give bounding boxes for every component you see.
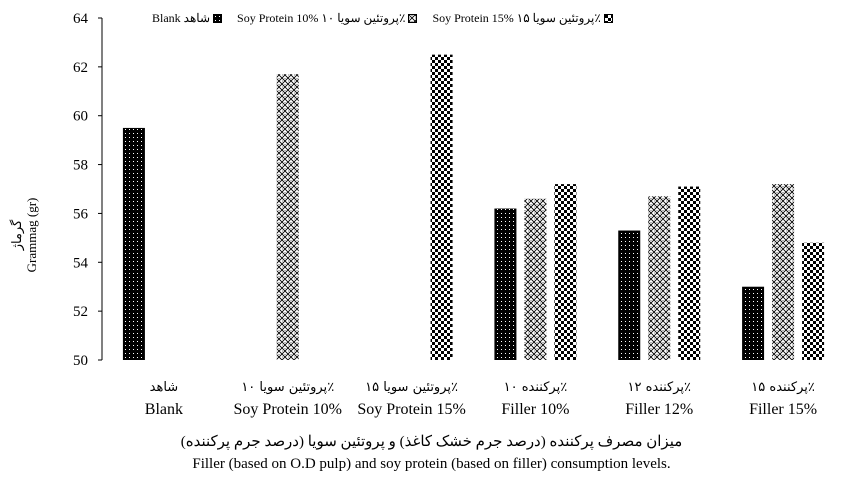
bar xyxy=(742,286,765,360)
y-tick-label: 54 xyxy=(73,255,89,271)
y-tick-label: 64 xyxy=(73,11,89,27)
bar xyxy=(524,198,547,360)
bar xyxy=(678,186,701,360)
legend-swatch-lattice-icon xyxy=(408,14,418,23)
y-tick-label: 56 xyxy=(73,206,89,222)
x-axis-labels: شاهد Blank پروتئین سویا ۱۰٪ Soy Protein 10%… xyxy=(145,380,817,418)
legend-swatch-dots-icon xyxy=(213,14,223,23)
bar xyxy=(122,127,145,360)
legend-label: Soy Protein 15% پروتئین سویا ۱۵٪ xyxy=(432,11,601,25)
bar xyxy=(802,242,825,360)
y-axis-title-fa: گرماژ xyxy=(9,219,24,251)
category-label-fa: پروتئین سویا ۱۵٪ xyxy=(365,380,458,395)
y-tick-label: 50 xyxy=(73,353,88,369)
bar xyxy=(430,54,453,361)
y-tick-label: 60 xyxy=(73,109,88,125)
category-label-en: Blank xyxy=(145,401,183,418)
bar xyxy=(276,74,299,360)
x-axis-title-fa: میزان مصرف پرکننده (درصد جرم خشک کاغذ) و… xyxy=(180,434,683,450)
y-tick-label: 52 xyxy=(73,304,88,320)
legend-label: Blank شاهد xyxy=(152,11,211,25)
y-axis-title: گرماژ Grammag (gr) xyxy=(4,175,44,295)
bar xyxy=(648,196,671,360)
bar xyxy=(772,184,795,360)
legend-item-blank: Blank شاهد xyxy=(152,11,225,26)
y-tick-label: 62 xyxy=(73,60,88,76)
category-label-fa: پرکننده ۱۵٪ xyxy=(751,380,815,395)
bar xyxy=(618,230,641,360)
category-label-en: Filler 15% xyxy=(749,401,817,418)
category-label-fa: پروتئین سویا ۱۰٪ xyxy=(241,380,334,395)
bar xyxy=(554,184,577,360)
x-axis-title-en: Filler (based on O.D pulp) and soy prote… xyxy=(192,456,671,472)
category-label-fa: پرکننده ۱۲٪ xyxy=(627,380,691,395)
legend-label: Soy Protein 10% پروتئین سویا ۱۰٪ xyxy=(237,11,406,25)
legend-swatch-checker-icon xyxy=(603,14,613,23)
bars xyxy=(122,54,825,361)
legend-item-soy-10: Soy Protein 10% پروتئین سویا ۱۰٪ xyxy=(237,11,420,26)
category-label-fa: پرکننده ۱۰٪ xyxy=(504,380,568,395)
y-axis-title-en: Grammag (gr) xyxy=(24,197,39,273)
category-label-fa: شاهد xyxy=(150,380,179,395)
category-label-en: Soy Protein 15% xyxy=(357,401,465,418)
legend-item-soy-15: Soy Protein 15% پروتئین سویا ۱۵٪ xyxy=(432,11,615,26)
legend: Blank شاهد Soy Protein 10% پروتئین سویا … xyxy=(152,11,628,26)
y-tick-label: 58 xyxy=(73,158,88,174)
category-label-en: Filler 12% xyxy=(625,401,693,418)
category-label-en: Soy Protein 10% xyxy=(234,401,342,418)
y-axis: 50 52 54 56 58 60 62 64 xyxy=(73,11,103,369)
bar xyxy=(494,208,517,360)
category-label-en: Filler 10% xyxy=(501,401,569,418)
